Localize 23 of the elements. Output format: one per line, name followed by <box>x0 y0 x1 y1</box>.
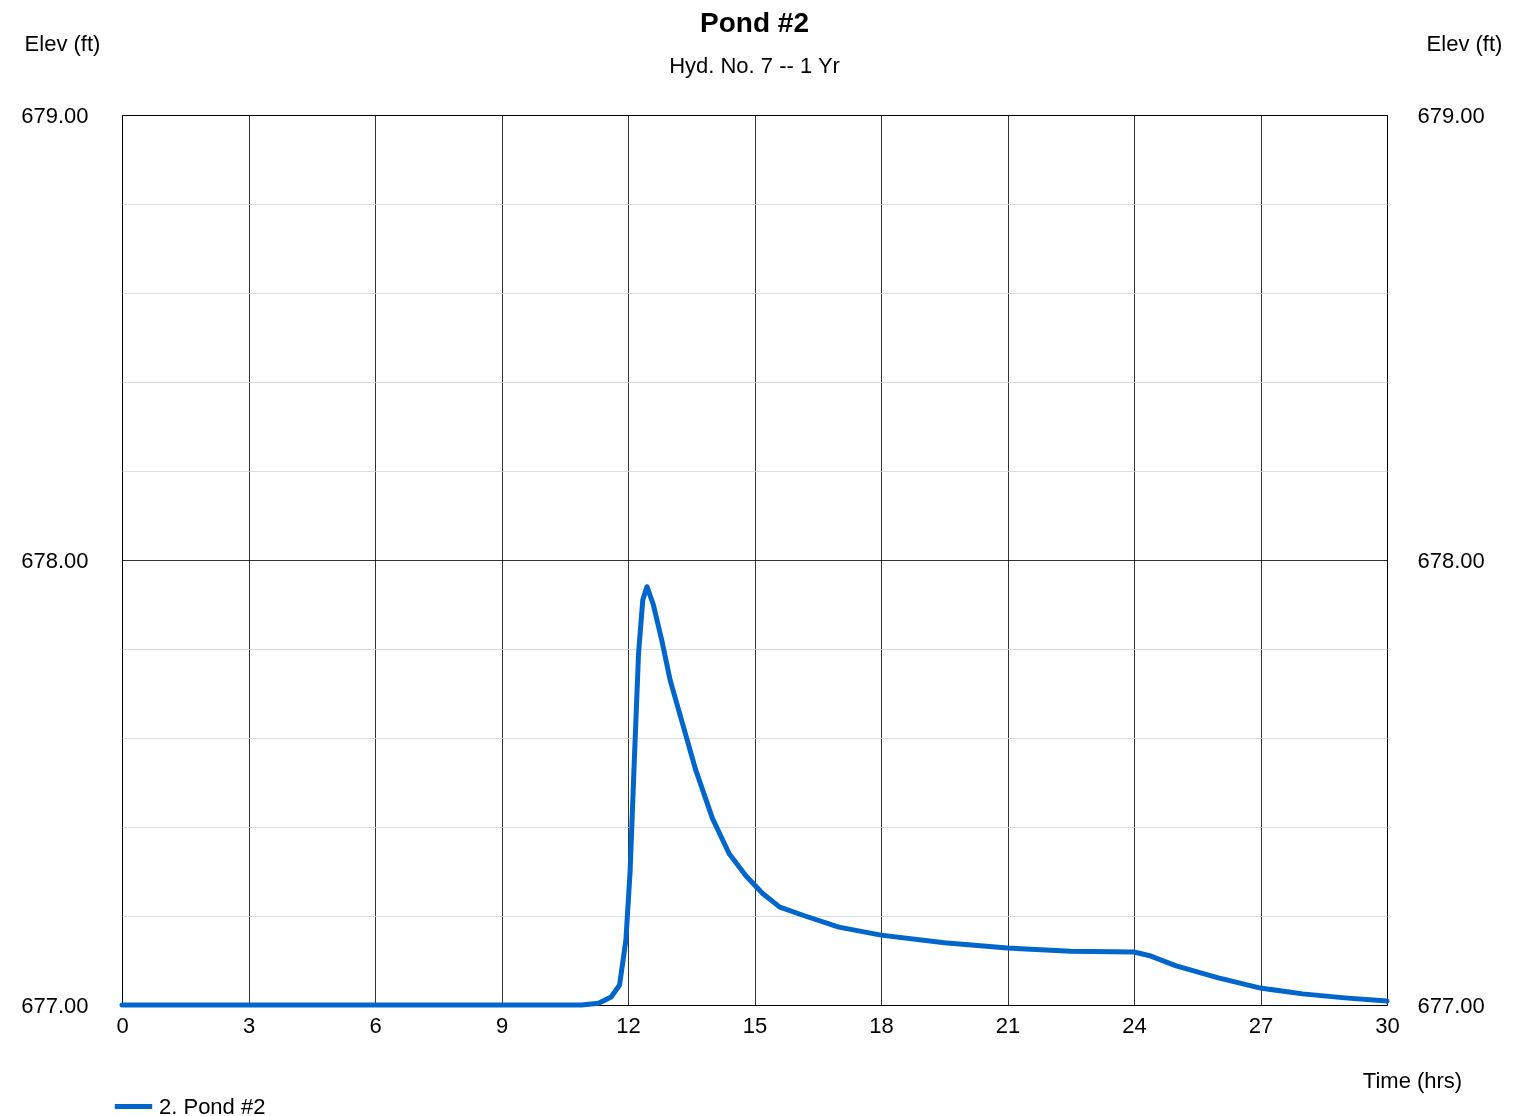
x-tick-label: 0 <box>116 1012 129 1038</box>
y-tick-label: 679.00 <box>21 102 89 128</box>
legend-label: 2. Pond #2 <box>159 1093 266 1116</box>
chart-title: Pond #2 <box>700 7 809 38</box>
x-tick-label: 30 <box>1375 1012 1400 1038</box>
x-tick-label: 24 <box>1122 1012 1147 1038</box>
y2-tick-label: 678.00 <box>1417 547 1485 573</box>
x-tick-label: 3 <box>242 1012 256 1038</box>
x-tick-label: 18 <box>869 1012 894 1038</box>
y2-tick-label: 677.00 <box>1417 992 1485 1018</box>
y-tick-label: 677.00 <box>21 992 89 1018</box>
y-axis-title: Elev (ft) <box>24 30 101 56</box>
x-tick-label: 12 <box>616 1012 641 1038</box>
x-tick-label: 21 <box>995 1012 1021 1038</box>
x-tick-label: 15 <box>742 1012 768 1038</box>
x-axis-title: Time (hrs) <box>1362 1067 1463 1093</box>
y2-axis-title: Elev (ft) <box>1426 30 1503 56</box>
chart-subtitle: Hyd. No. 7 -- 1 Yr <box>669 53 840 78</box>
x-tick-label: 9 <box>495 1012 509 1038</box>
y2-tick-label: 679.00 <box>1417 102 1485 128</box>
x-tick-label: 27 <box>1248 1012 1274 1038</box>
x-tick-label: 6 <box>369 1012 382 1038</box>
y-tick-label: 678.00 <box>21 547 89 573</box>
